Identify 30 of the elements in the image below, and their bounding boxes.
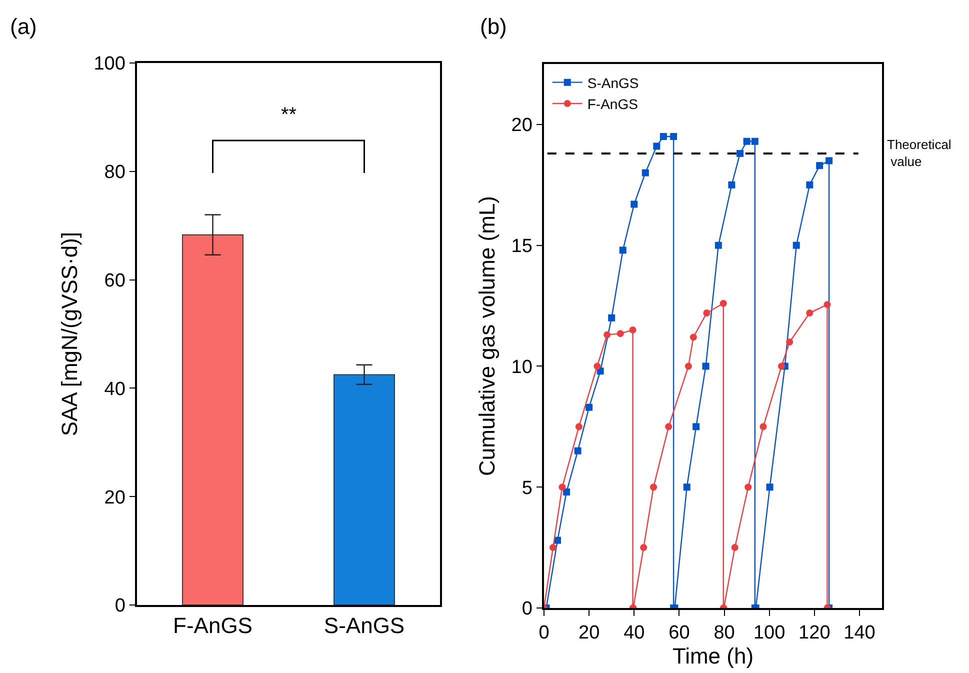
x-tick-label: 60 [668, 622, 690, 644]
x-tick-label: 20 [578, 622, 600, 644]
y-tick-label: 20 [104, 487, 126, 508]
x-tick-label: S-AnGS [324, 613, 405, 638]
y-tick-label: 40 [104, 378, 126, 400]
x-axis-title: Time (h) [672, 644, 754, 669]
text: (a) [10, 14, 37, 39]
legend-label: F-AnGS [587, 96, 638, 112]
y-axis-title: Cumulative gas volume (mL) [474, 196, 500, 476]
y-tick-label: 5 [522, 478, 532, 499]
x-tick-label: 120 [798, 622, 830, 644]
x-tick-label: F-AnGS [173, 613, 252, 638]
y-tick-label: 15 [511, 236, 532, 257]
x-tick-label: 40 [624, 622, 645, 644]
text: (b) [480, 14, 507, 39]
x-tick-label: 140 [844, 622, 876, 644]
y-tick-label: 20 [511, 115, 532, 136]
y-tick-label: 10 [511, 356, 532, 378]
legend-label: S-AnGS [587, 74, 639, 91]
annotation: ** [281, 104, 297, 126]
x-tick-label: 80 [714, 622, 735, 644]
x-tick-label: 100 [753, 622, 786, 644]
y-tick-label: 60 [104, 270, 126, 292]
y-tick-label: 0 [114, 596, 126, 617]
y-axis-title: SAA [mgN/(gVSS·d)] [57, 232, 82, 436]
y-tick-label: 100 [94, 54, 126, 75]
ref-line-label: Theoretical value [887, 137, 952, 169]
y-tick-label: 0 [522, 598, 532, 620]
y-tick-label: 80 [104, 162, 126, 184]
x-tick-label: 0 [538, 622, 550, 644]
